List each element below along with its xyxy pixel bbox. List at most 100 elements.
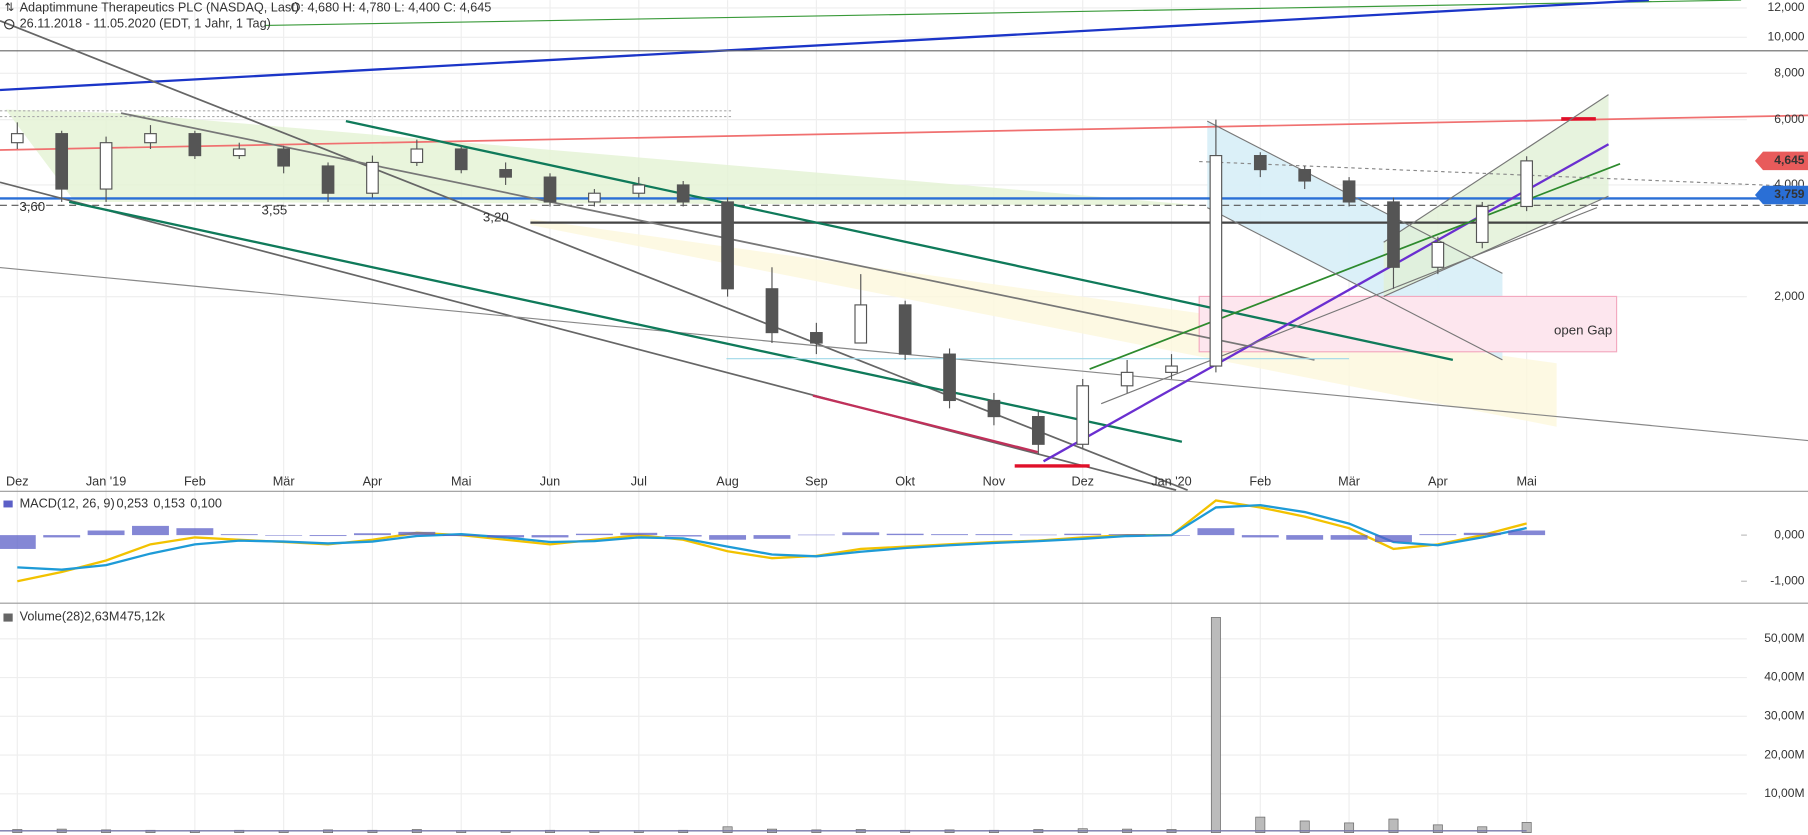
channel-line	[1383, 195, 1609, 297]
annotation: open Gap	[1554, 323, 1612, 338]
histogram-bar	[87, 530, 125, 536]
candle-body	[55, 133, 69, 190]
x-tick-label: Nov	[983, 474, 1006, 488]
triangle-zone	[5, 109, 1200, 206]
x-tick-label: Jun	[540, 474, 560, 488]
y-tick-label: 10,000	[1768, 30, 1805, 44]
candle-body	[232, 148, 246, 157]
candle-body	[676, 184, 690, 203]
trendline	[120, 112, 1315, 361]
trendline	[1199, 160, 1808, 188]
price-tag	[1754, 151, 1808, 171]
panel-title: Volume(28)	[20, 609, 85, 623]
histogram-bar	[220, 534, 258, 536]
trendline	[265, 0, 1742, 27]
volume-bar	[1432, 824, 1443, 833]
x-tick-label: Mai	[1516, 474, 1536, 488]
volume-bar	[1299, 820, 1310, 833]
histogram-bar	[753, 535, 791, 539]
legend-value: 0,153	[153, 496, 185, 510]
candle-body	[454, 148, 468, 171]
histogram-bar	[43, 535, 81, 538]
histogram-bar	[1197, 528, 1235, 536]
x-tick-label: Aug	[716, 474, 739, 488]
candle-body	[1031, 416, 1045, 445]
candle-body	[499, 169, 512, 178]
volume-bar	[1344, 822, 1355, 833]
chart-settings: (EDT, 1 Jahr, 1 Tag)	[159, 17, 271, 31]
y-tick-label: 30,00M	[1764, 709, 1804, 723]
trendline	[0, 0, 1649, 92]
channel-line	[1206, 207, 1503, 361]
x-tick-label: Sep	[805, 474, 828, 488]
histogram-bar	[0, 535, 36, 549]
y-tick-label: 50,00M	[1764, 631, 1804, 645]
legend-value: 0,253	[116, 496, 148, 510]
x-tick-label: Dez	[1071, 474, 1094, 488]
histogram-bar	[842, 532, 880, 536]
candle-body	[1165, 365, 1178, 373]
volume-bar	[1210, 617, 1221, 833]
x-tick-label: Feb	[184, 474, 206, 488]
chart-title: Adaptimmune Therapeutics PLC (NASDAQ, La…	[20, 1, 299, 15]
trendline	[812, 394, 1039, 454]
candle-body	[987, 399, 1001, 418]
candle-body	[277, 148, 290, 167]
x-tick-label: Mär	[1338, 474, 1361, 488]
volume-bar	[1521, 822, 1532, 833]
x-tick-label: Dez	[6, 474, 29, 488]
histogram-bar	[353, 533, 391, 536]
y-tick-label: 10,00M	[1764, 786, 1804, 800]
candle-body	[1475, 205, 1489, 244]
candle-body	[632, 184, 646, 194]
candle-body	[1298, 169, 1312, 182]
ohlc-readout: O: 4,680 H: 4,780 L: 4,400 C: 4,645	[291, 1, 492, 15]
channel-line	[1383, 94, 1609, 243]
macd-line	[17, 503, 1527, 571]
candle-body	[144, 133, 157, 144]
marks	[0, 119, 1546, 833]
clock-icon	[4, 19, 15, 30]
volume-bar	[722, 826, 733, 833]
histogram-bar	[1375, 535, 1412, 543]
volume-bar	[1255, 816, 1266, 833]
y-tick-label: 2,000	[1774, 289, 1805, 303]
annotation: 3,55	[262, 203, 288, 218]
histogram-bar	[487, 535, 525, 538]
candle-body	[898, 304, 912, 355]
y-tick-label: 40,00M	[1764, 670, 1804, 684]
legend-value: 2,63M	[84, 609, 119, 623]
y-tick-label: 6,000	[1774, 112, 1805, 126]
price-tag-label: 4,645	[1774, 153, 1805, 167]
histogram-bar	[797, 534, 835, 536]
x-tick-label: Jan '19	[86, 474, 126, 488]
candle-body	[410, 148, 424, 164]
trendline	[345, 120, 1454, 361]
candle-body	[1076, 385, 1090, 445]
trendline	[0, 114, 1808, 151]
legend-swatch	[3, 500, 13, 508]
histogram-bar	[886, 533, 924, 536]
histogram-bar	[975, 534, 1013, 536]
histogram-bar	[1241, 535, 1279, 538]
candle-body	[721, 201, 734, 290]
legend-value: 0,100	[190, 496, 222, 510]
histogram-bar	[664, 535, 702, 537]
candle-body	[1387, 201, 1400, 268]
candle-body	[1253, 155, 1267, 171]
candle-body	[543, 176, 557, 203]
histogram-bar	[1108, 534, 1146, 536]
y-tick-label: -1,000	[1770, 573, 1805, 587]
histogram-bar	[132, 525, 169, 536]
x-tick-label: Jan '20	[1151, 474, 1191, 488]
candle-body	[765, 288, 779, 334]
x-tick-label: Mai	[451, 474, 471, 488]
volume-bar	[1388, 818, 1399, 833]
icon: ⇅	[5, 2, 15, 14]
drawings	[0, 0, 1808, 491]
histogram-bar	[1330, 535, 1368, 540]
x-tick-label: Mär	[273, 474, 296, 488]
histogram-bar	[1153, 535, 1190, 536]
